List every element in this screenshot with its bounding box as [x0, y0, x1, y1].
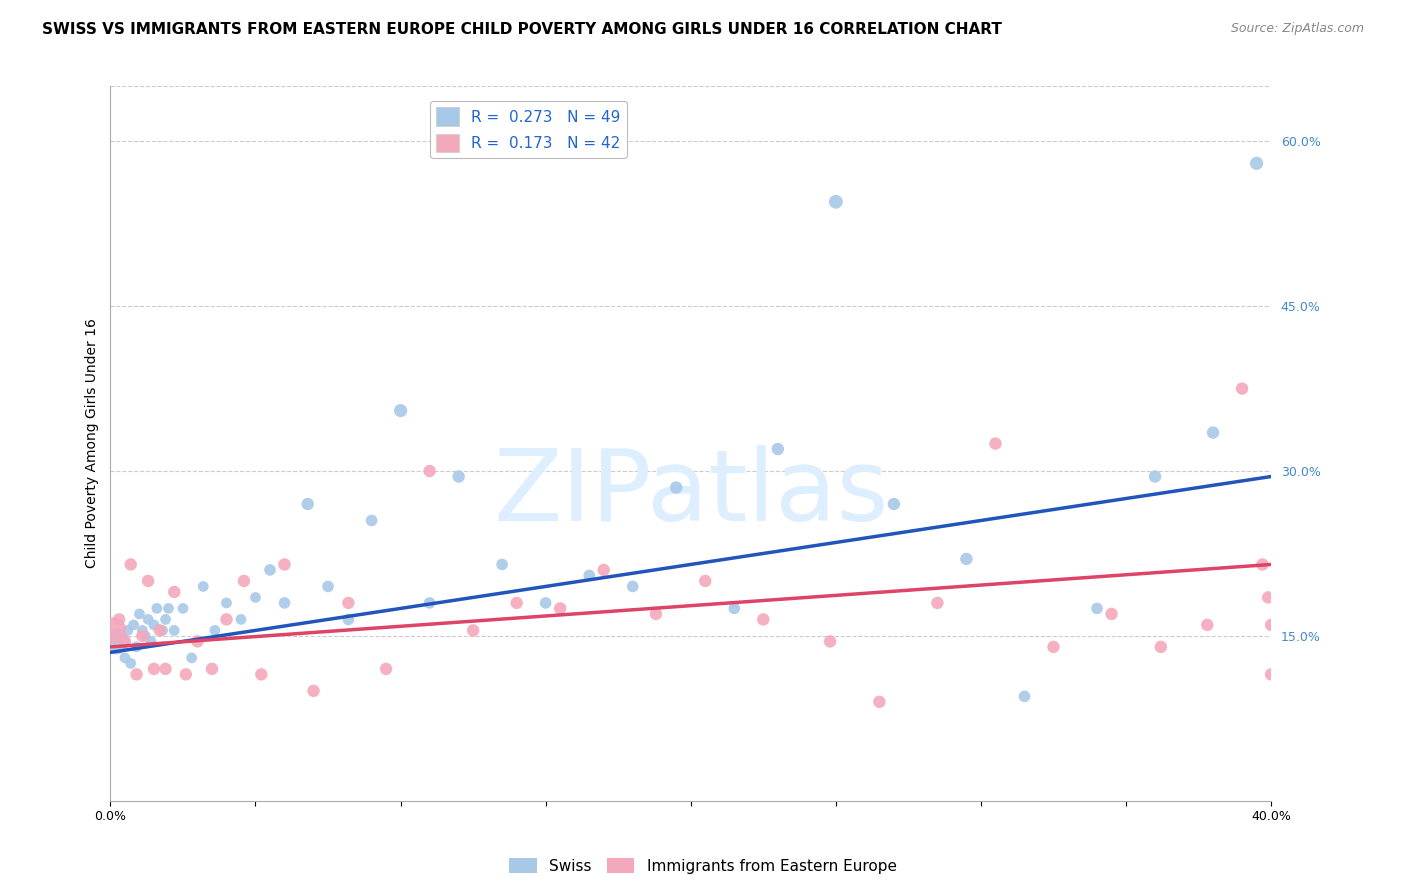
Point: [955, 552, 977, 566]
Point: [1144, 469, 1167, 483]
Point: [1257, 591, 1279, 605]
Legend: R =  0.273   N = 49, R =  0.173   N = 42: R = 0.273 N = 49, R = 0.173 N = 42: [430, 101, 627, 158]
Point: [491, 558, 513, 572]
Point: [108, 612, 131, 626]
Point: [215, 612, 238, 626]
Point: [883, 497, 905, 511]
Point: [120, 558, 142, 572]
Point: [204, 624, 226, 638]
Point: [105, 634, 128, 648]
Point: [534, 596, 557, 610]
Point: [375, 662, 398, 676]
Point: [128, 607, 150, 621]
Point: [273, 596, 295, 610]
Point: [578, 568, 600, 582]
Point: [131, 624, 153, 638]
Point: [1042, 640, 1064, 654]
Point: [548, 601, 571, 615]
Point: [360, 514, 382, 528]
Point: [1197, 618, 1219, 632]
Point: [120, 657, 142, 671]
Point: [1230, 382, 1253, 396]
Point: [117, 624, 139, 638]
Point: [868, 695, 890, 709]
Point: [125, 640, 148, 654]
Point: [114, 634, 136, 648]
Point: [114, 651, 136, 665]
Point: [1101, 607, 1123, 621]
Point: [155, 662, 177, 676]
Point: [134, 629, 156, 643]
Point: [155, 612, 177, 626]
Point: [337, 612, 360, 626]
Point: [174, 667, 197, 681]
Text: Source: ZipAtlas.com: Source: ZipAtlas.com: [1230, 22, 1364, 36]
Point: [621, 579, 644, 593]
Point: [1085, 601, 1108, 615]
Point: [1246, 156, 1268, 170]
Point: [149, 624, 172, 638]
Point: [201, 662, 224, 676]
Point: [215, 596, 238, 610]
Point: [259, 563, 281, 577]
Text: ZIPatlas: ZIPatlas: [494, 445, 889, 542]
Point: [1260, 667, 1282, 681]
Point: [163, 624, 186, 638]
Point: [245, 591, 267, 605]
Point: [1251, 558, 1274, 572]
Point: [139, 634, 162, 648]
Y-axis label: Child Poverty Among Girls Under 16: Child Poverty Among Girls Under 16: [86, 318, 100, 568]
Point: [232, 574, 254, 588]
Point: [186, 634, 208, 648]
Point: [1014, 690, 1036, 704]
Point: [136, 612, 159, 626]
Point: [250, 667, 273, 681]
Point: [824, 194, 846, 209]
Point: [136, 574, 159, 588]
Text: SWISS VS IMMIGRANTS FROM EASTERN EUROPE CHILD POVERTY AMONG GIRLS UNDER 16 CORRE: SWISS VS IMMIGRANTS FROM EASTERN EUROPE …: [42, 22, 1002, 37]
Point: [419, 464, 441, 478]
Point: [172, 601, 194, 615]
Point: [766, 442, 789, 456]
Point: [419, 596, 441, 610]
Point: [645, 607, 668, 621]
Point: [723, 601, 745, 615]
Point: [389, 403, 412, 417]
Point: [163, 585, 186, 599]
Point: [146, 601, 169, 615]
Point: [1202, 425, 1225, 440]
Point: [984, 436, 1007, 450]
Point: [152, 624, 174, 638]
Point: [297, 497, 319, 511]
Point: [752, 612, 775, 626]
Point: [193, 579, 215, 593]
Point: [818, 634, 841, 648]
Point: [302, 683, 325, 698]
Point: [125, 667, 148, 681]
Point: [337, 596, 360, 610]
Point: [665, 481, 688, 495]
Point: [505, 596, 527, 610]
Point: [695, 574, 717, 588]
Legend: Swiss, Immigrants from Eastern Europe: Swiss, Immigrants from Eastern Europe: [503, 852, 903, 880]
Point: [122, 618, 145, 632]
Point: [157, 601, 180, 615]
Point: [142, 662, 165, 676]
Point: [316, 579, 339, 593]
Point: [229, 612, 252, 626]
Point: [1260, 618, 1282, 632]
Point: [103, 624, 125, 638]
Point: [463, 624, 485, 638]
Point: [111, 629, 134, 643]
Point: [927, 596, 949, 610]
Point: [142, 618, 165, 632]
Point: [592, 563, 614, 577]
Point: [1150, 640, 1173, 654]
Point: [447, 469, 470, 483]
Point: [180, 651, 202, 665]
Point: [131, 629, 153, 643]
Point: [273, 558, 295, 572]
